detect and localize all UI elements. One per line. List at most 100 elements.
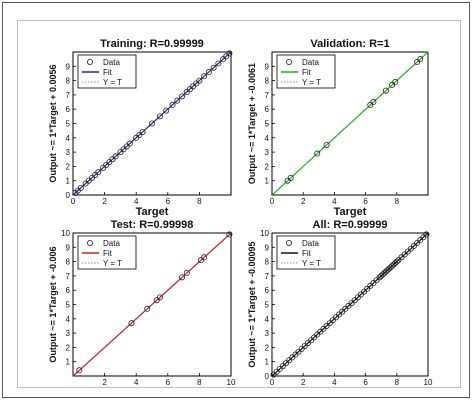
legend-fit-label: Fit <box>302 68 312 77</box>
data-point <box>169 101 176 108</box>
y-tick-label: 2 <box>265 162 270 171</box>
y-tick-label: 0 <box>66 191 71 200</box>
data-point <box>392 79 399 86</box>
data-point <box>163 107 170 114</box>
x-tick-label: 2 <box>301 378 306 387</box>
y-tick-label: 3 <box>66 148 71 157</box>
y-tick-label: 3 <box>265 148 270 157</box>
regression-plots: 0 2 4 6 8 0 1 2 3 4 5 6 7 8 9 Training: R=0.99999 Target… <box>48 38 433 387</box>
data-point <box>393 258 400 265</box>
y-tick-label: 9 <box>66 243 71 252</box>
data-point <box>139 129 146 136</box>
subplot-1: 0 2 4 6 8 0 1 2 3 4 5 6 7 8 9 Training: R=0.99999 Target… <box>48 38 233 218</box>
data-point <box>210 64 217 71</box>
x-tick-label: 8 <box>395 378 400 387</box>
y-tick-label: 8 <box>66 77 71 86</box>
data-point <box>205 69 212 76</box>
legend-data-label: Data <box>103 58 120 67</box>
y-tick-label: 1 <box>265 177 270 186</box>
figure-frame: 0 2 4 6 8 0 1 2 3 4 5 6 7 8 9 Training: R=0.99999 Target… <box>2 2 470 398</box>
y-tick-label: 9 <box>66 62 71 71</box>
legend-data-label: Data <box>302 239 319 248</box>
legend-identity-label: Y = T <box>302 259 321 268</box>
y-tick-label: 2 <box>66 343 71 352</box>
data-point <box>179 93 186 100</box>
data-point <box>215 60 222 67</box>
fit-line <box>72 232 232 377</box>
legend-identity-label: Y = T <box>302 78 321 87</box>
data-point <box>144 305 151 312</box>
x-tick-label: 4 <box>332 197 337 206</box>
y-tick-label: 7 <box>265 91 270 100</box>
data-point <box>156 113 163 120</box>
y-tick-label: 5 <box>265 120 270 129</box>
x-tick-label: 8 <box>395 197 400 206</box>
y-tick-label: 5 <box>66 301 71 310</box>
x-tick-label: 0 <box>270 378 275 387</box>
legend-identity-label: Y = T <box>103 259 122 268</box>
legend-identity-label: Y = T <box>103 78 122 87</box>
x-tick-label: 8 <box>197 378 202 387</box>
subplot-title: Validation: R=1 <box>310 38 389 50</box>
legend-data-marker <box>87 59 94 66</box>
y-tick-label: 8 <box>66 258 71 267</box>
data-point <box>183 270 190 277</box>
y-tick-label: 10 <box>260 229 269 238</box>
fit-line <box>72 51 232 196</box>
y-tick-label: 9 <box>265 62 270 71</box>
y-tick-label: 4 <box>66 315 71 324</box>
data-point <box>370 99 377 106</box>
data-point <box>201 254 208 261</box>
x-axis-label: Target <box>334 206 367 218</box>
data-point <box>287 174 294 181</box>
data-point <box>179 274 186 281</box>
x-tick-label: 4 <box>134 197 139 206</box>
data-point <box>77 184 84 191</box>
y-tick-label: 3 <box>66 329 71 338</box>
legend-data-marker <box>87 239 94 246</box>
legend-data-marker <box>285 239 292 246</box>
legend-fit-label: Fit <box>302 249 312 258</box>
x-tick-label: 2 <box>301 197 306 206</box>
data-point <box>201 73 208 80</box>
legend-data-label: Data <box>302 58 319 67</box>
x-tick-label: 10 <box>424 378 433 387</box>
y-axis-label: Output ~= 1*Target + 0.0056 <box>48 64 58 182</box>
y-tick-label: 10 <box>61 229 70 238</box>
data-point <box>314 150 321 157</box>
subplot-title: Test: R=0.99998 <box>111 219 194 231</box>
y-axis-label: Output ~= 1*Target + -0.0061 <box>247 63 257 184</box>
y-tick-label: 5 <box>66 120 71 129</box>
y-tick-label: 8 <box>265 258 270 267</box>
x-tick-label: 4 <box>332 378 337 387</box>
y-tick-label: 9 <box>265 243 270 252</box>
x-tick-label: 6 <box>166 378 171 387</box>
data-point <box>174 97 181 104</box>
x-tick-label: 0 <box>270 197 275 206</box>
y-tick-label: 1 <box>66 177 71 186</box>
subplot-title: All: R=0.99999 <box>313 219 388 231</box>
subplot-2: 0 2 4 6 8 1 2 3 4 5 6 7 8 9 Validation: R=1 Target Outpu… <box>247 38 429 218</box>
y-tick-label: 7 <box>66 91 71 100</box>
y-tick-label: 6 <box>265 105 270 114</box>
x-tick-label: 2 <box>102 378 107 387</box>
y-tick-label: 4 <box>265 315 270 324</box>
data-point <box>417 56 424 63</box>
y-tick-label: 4 <box>265 134 270 143</box>
data-point <box>126 140 133 147</box>
x-tick-label: 4 <box>134 378 139 387</box>
y-tick-label: 6 <box>66 286 71 295</box>
x-tick-label: 2 <box>102 197 107 206</box>
y-tick-label: 6 <box>66 105 71 114</box>
y-tick-label: 7 <box>265 272 270 281</box>
x-tick-label: 10 <box>227 378 236 387</box>
data-point <box>76 367 83 374</box>
data-point <box>226 231 233 238</box>
y-tick-label: 5 <box>265 301 270 310</box>
data-point <box>423 231 430 238</box>
data-point <box>156 294 163 301</box>
subplot-title: Training: R=0.99999 <box>100 38 204 50</box>
data-point <box>95 169 102 176</box>
legend-fit-label: Fit <box>103 249 113 258</box>
